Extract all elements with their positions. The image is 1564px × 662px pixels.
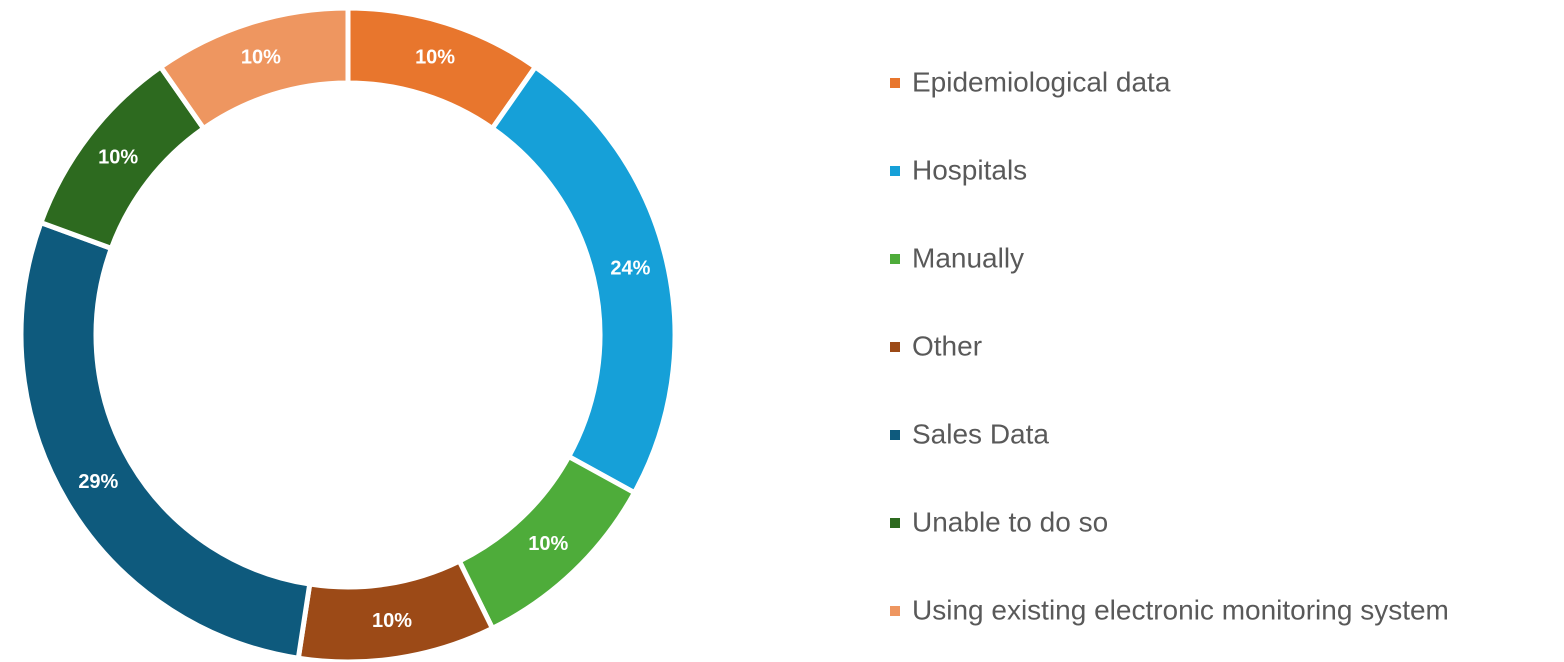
legend-label: Sales Data	[912, 418, 1049, 449]
legend-label: Epidemiological data	[912, 66, 1171, 97]
data-label: 10%	[415, 47, 455, 69]
legend-label: Using existing electronic monitoring sys…	[912, 594, 1449, 625]
legend-swatch	[890, 518, 900, 528]
data-label: 10%	[98, 146, 138, 168]
data-label: 24%	[610, 258, 650, 280]
legend-swatch	[890, 606, 900, 616]
legend-label: Manually	[912, 242, 1024, 273]
data-label: 29%	[78, 471, 118, 493]
legend-label: Unable to do so	[912, 506, 1108, 537]
donut-segment	[157, 5, 351, 132]
legend-swatch	[890, 342, 900, 352]
data-label: 10%	[241, 47, 281, 69]
data-label: 10%	[528, 533, 568, 555]
legend-label: Hospitals	[912, 154, 1027, 185]
legend-swatch	[890, 430, 900, 440]
legend-swatch	[890, 254, 900, 264]
donut-segment	[488, 63, 678, 497]
legend-swatch	[890, 78, 900, 88]
donut-segment	[18, 219, 313, 662]
legend-swatch	[890, 166, 900, 176]
legend-label: Other	[912, 330, 982, 361]
data-label: 10%	[372, 610, 412, 632]
